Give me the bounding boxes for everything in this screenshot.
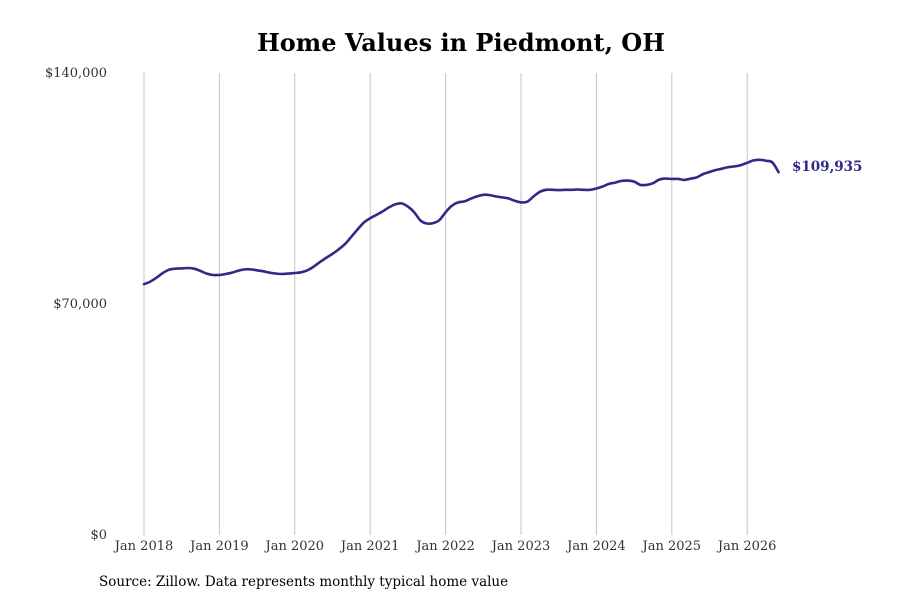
- x-tick-label: Jan 2018: [113, 539, 174, 554]
- y-tick-label: $70,000: [53, 297, 107, 312]
- source-note: Source: Zillow. Data represents monthly …: [99, 574, 509, 590]
- x-tick-label: Jan 2020: [264, 539, 325, 554]
- x-tick-label: Jan 2023: [490, 539, 551, 554]
- x-tick-label: Jan 2025: [641, 539, 702, 554]
- y-tick-label: $140,000: [45, 66, 107, 81]
- y-axis-ticks: $0 $70,000 $140,000: [45, 66, 107, 543]
- home-value-line: [142, 158, 780, 286]
- x-tick-label: Jan 2026: [716, 539, 777, 554]
- gridlines: [143, 73, 748, 535]
- x-axis-ticks: Jan 2018 Jan 2019 Jan 2020 Jan 2021 Jan 2022…: [113, 539, 777, 554]
- chart-title: Home Values in Piedmont, OH: [257, 28, 665, 57]
- y-tick-label: $0: [90, 528, 107, 543]
- x-tick-label: Jan 2021: [339, 539, 400, 554]
- x-tick-label: Jan 2022: [414, 539, 475, 554]
- series-line-group: [142, 158, 780, 286]
- end-value-label: $109,935: [792, 159, 862, 175]
- x-tick-label: Jan 2019: [188, 539, 249, 554]
- x-tick-label: Jan 2024: [565, 539, 626, 554]
